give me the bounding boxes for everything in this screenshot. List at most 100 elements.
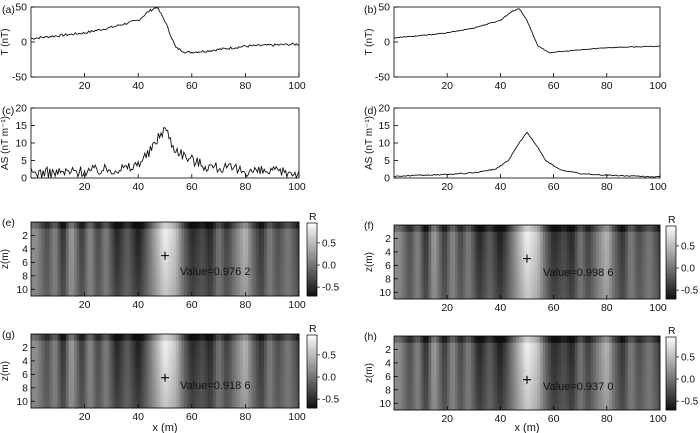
heatmap-cell: [561, 231, 565, 239]
heatmap-cell: [508, 292, 512, 300]
heatmap-cell: [92, 340, 96, 348]
colorbar-segment: [666, 353, 676, 356]
heatmap-cell: [127, 282, 131, 290]
heatmap-cell: [31, 334, 35, 342]
heatmap-cell: [79, 360, 83, 369]
heatmap-cell: [130, 235, 134, 243]
heatmap-cell: [628, 245, 632, 253]
heatmap-cell: [572, 389, 576, 397]
heatmap-cell: [439, 292, 443, 300]
heatmap-cell: [468, 349, 472, 357]
heatmap-cell: [609, 292, 613, 300]
heatmap-cell: [49, 381, 53, 389]
colorbar-segment: [307, 261, 317, 264]
heatmap-cell: [47, 340, 51, 348]
heatmap-cell: [524, 231, 528, 239]
heatmap-cell: [87, 387, 91, 395]
heatmap-cell: [564, 292, 568, 300]
heatmap-cell: [33, 394, 37, 402]
heatmap-cell: [449, 265, 453, 273]
heatmap-cell: [57, 235, 61, 243]
heatmap-cell: [116, 289, 120, 297]
heatmap-cell: [401, 369, 406, 377]
colorbar-segment: [307, 228, 317, 231]
heatmap-cell: [638, 396, 642, 404]
y-axis-label: T (nT): [364, 28, 375, 55]
heatmap-cell: [100, 401, 104, 409]
heatmap-cell: [261, 289, 265, 297]
heatmap-cell: [550, 292, 554, 300]
heatmap-cell: [479, 292, 483, 300]
heatmap-cell: [439, 383, 443, 391]
heatmap-cell: [513, 383, 517, 391]
heatmap-cell: [580, 362, 584, 371]
heatmap-cell: [556, 238, 560, 246]
heatmap-cell: [449, 251, 453, 260]
heatmap-cell: [441, 245, 445, 253]
heatmap-cell: [508, 336, 512, 344]
heatmap-cell: [207, 340, 211, 348]
plot-frame: [30, 221, 300, 297]
heatmap-cell: [213, 401, 217, 409]
heatmap-cell: [524, 362, 528, 371]
heatmap-cell: [545, 336, 549, 344]
heatmap-cell: [582, 238, 586, 246]
heatmap-cell: [237, 334, 241, 342]
heatmap-cell: [111, 367, 115, 375]
heatmap-cell: [229, 262, 233, 270]
value-annotation: Value=0.918 6: [180, 380, 250, 392]
heatmap-cell: [495, 285, 499, 293]
heatmap-cell: [285, 387, 289, 395]
colorbar-segment: [307, 239, 317, 242]
heatmap-cell: [288, 262, 292, 270]
heatmap-cell: [119, 401, 123, 409]
heatmap-cell: [213, 347, 217, 355]
heatmap-cell: [127, 242, 131, 250]
heatmap-cell: [253, 282, 257, 290]
y-tick-label: 6: [385, 371, 391, 383]
heatmap-cell: [582, 265, 586, 273]
heatmap-cell: [433, 238, 437, 246]
heatmap-cell: [210, 269, 214, 277]
heatmap-cell: [505, 285, 509, 293]
heatmap-cell: [495, 231, 499, 239]
heatmap-cell: [447, 278, 451, 286]
heatmap-cell: [420, 383, 424, 391]
heatmap-cell: [215, 334, 219, 342]
heatmap-cell: [223, 360, 228, 369]
heatmap-cell: [122, 262, 126, 270]
heatmap-cell: [240, 222, 244, 230]
heatmap-cell: [143, 347, 147, 355]
heatmap-cell: [625, 383, 629, 391]
heatmap-cell: [558, 336, 562, 344]
heatmap-cell: [593, 336, 597, 344]
x-tick-label: 20: [441, 181, 453, 193]
heatmap-cell: [162, 282, 166, 290]
heatmap-cell: [264, 394, 268, 402]
heatmap-cell: [593, 403, 597, 411]
colorbar-segment: [666, 286, 676, 289]
heatmap-cell: [240, 354, 244, 362]
heatmap-cell: [114, 360, 118, 369]
heatmap-cell: [280, 354, 284, 362]
heatmap-cell: [585, 362, 589, 371]
heatmap-cell: [280, 340, 284, 348]
heatmap-cell: [487, 238, 491, 246]
heatmap-cell: [165, 228, 169, 236]
heatmap-cell: [154, 334, 158, 342]
heatmap-cell: [505, 265, 509, 273]
heatmap-cell: [487, 292, 491, 300]
heatmap-cell: [606, 225, 610, 233]
heatmap-cell: [189, 334, 193, 342]
heatmap-cell: [580, 272, 584, 280]
heatmap-cell: [633, 292, 637, 300]
heatmap-cell: [52, 347, 56, 355]
heatmap-cell: [604, 238, 608, 246]
heatmap-cell: [620, 231, 624, 239]
heatmap-cell: [111, 255, 115, 263]
y-axis-label: z(m): [0, 249, 11, 269]
x-tick-label: 60: [548, 80, 560, 92]
colorbar-segment: [307, 288, 317, 291]
heatmap-cell: [63, 354, 67, 362]
heatmap-cell: [505, 258, 509, 266]
